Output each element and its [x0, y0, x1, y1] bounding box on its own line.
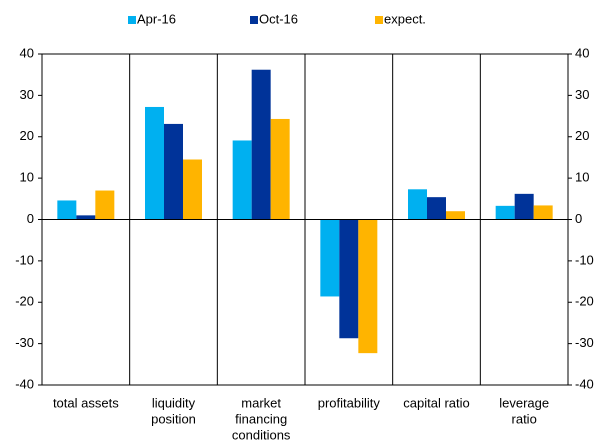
legend-label: Oct-16 [259, 11, 298, 26]
bar [270, 118, 290, 220]
bar [164, 123, 183, 220]
bar [95, 190, 115, 220]
y-tick-label: 20 [20, 128, 34, 143]
y-tick-label: 10 [20, 170, 34, 185]
bar [358, 219, 378, 354]
bar [57, 200, 77, 220]
x-tick-label: leverage [499, 395, 549, 410]
x-tick-label: ratio [512, 411, 537, 426]
bar [408, 189, 427, 220]
y2-tick-label: 20 [575, 128, 589, 143]
y2-tick-label: 10 [575, 170, 589, 185]
bar [183, 159, 202, 220]
y2-tick-label: 30 [575, 87, 589, 102]
bar [232, 140, 252, 220]
y-tick-label: 30 [20, 87, 34, 102]
legend-label: Apr-16 [137, 11, 176, 26]
bar [495, 205, 515, 220]
x-tick-label: market [241, 395, 281, 410]
x-tick-label: conditions [232, 427, 291, 442]
x-tick-label: financing [235, 411, 287, 426]
bar [145, 106, 164, 220]
y2-tick-label: -10 [575, 252, 594, 267]
y-tick-label: 40 [20, 45, 34, 60]
y2-tick-label: 0 [575, 211, 582, 226]
legend-swatch [128, 16, 136, 24]
y2-tick-label: -40 [575, 376, 594, 391]
bar [339, 219, 359, 339]
bar [446, 211, 465, 220]
y-tick-label: -10 [15, 252, 34, 267]
y-tick-label: -30 [15, 335, 34, 350]
x-tick-label: capital ratio [403, 395, 469, 410]
bar [427, 197, 446, 220]
x-tick-label: position [151, 411, 196, 426]
legend-swatch [250, 16, 258, 24]
y2-tick-label: -30 [575, 335, 594, 350]
y2-tick-label: 40 [575, 45, 589, 60]
bar [533, 205, 553, 220]
bar [251, 69, 271, 220]
x-tick-label: liquidity [152, 395, 196, 410]
legend-label: expect. [384, 11, 426, 26]
y-tick-label: 0 [27, 211, 34, 226]
bar [76, 215, 96, 220]
x-tick-label: profitability [318, 395, 381, 410]
y-tick-label: -40 [15, 376, 34, 391]
bar [320, 219, 340, 297]
x-tick-label: total assets [53, 395, 119, 410]
legend-swatch [375, 16, 383, 24]
bar [514, 193, 534, 220]
y-tick-label: -20 [15, 294, 34, 309]
y2-tick-label: -20 [575, 294, 594, 309]
